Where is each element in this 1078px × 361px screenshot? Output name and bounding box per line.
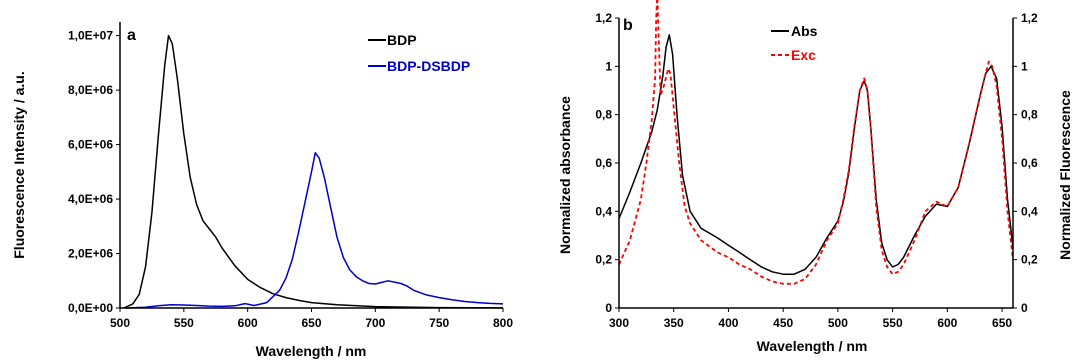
chart-b-x-tick-label: 350: [664, 316, 684, 330]
chart-a-legend-label-bdp-dsbdp: BDP-DSBDP: [387, 58, 470, 74]
chart-b-y2-ticks: 0 0,2 0,4 0,6 0,8 1 1,2: [1013, 11, 1038, 315]
chart-a-x-tick-label: 800: [493, 316, 513, 330]
chart-b-x-tick-label: 500: [828, 316, 848, 330]
chart-a-x-tick-label: 700: [365, 316, 385, 330]
chart-b-y2-tick-label: 0: [1021, 301, 1028, 315]
chart-a-y-tick-label: 4,0E+06: [68, 192, 113, 206]
chart-b-y-tick-label: 0,8: [595, 108, 612, 122]
chart-b-x-label: Wavelength / nm: [757, 338, 868, 354]
chart-b-legend-label-exc: Exc: [791, 47, 816, 63]
chart-b-y-tick-label: 0,2: [595, 253, 612, 267]
chart-b-y2-tick-label: 1: [1021, 59, 1028, 73]
chart-a-x-tick-label: 600: [238, 316, 258, 330]
chart-a-x-tick-label: 750: [429, 316, 449, 330]
chart-a-x-label: Wavelength / nm: [256, 343, 367, 359]
chart-b-y-tick-label: 0,6: [595, 156, 612, 170]
chart-b-y-tick-label: 1: [605, 59, 612, 73]
chart-b: 300 350 400 450 500 550 600 650 0 0,2 0,4 0,6 0,8 1 1…: [557, 0, 1073, 354]
chart-a-y-tick-label: 0,0E+00: [68, 301, 113, 315]
chart-a-y-tick-label: 8,0E+06: [68, 83, 113, 97]
chart-b-y-tick-label: 0,4: [595, 204, 612, 218]
chart-b-y2-tick-label: 0,8: [1021, 108, 1038, 122]
chart-a-panel-label: a: [127, 27, 136, 44]
chart-a-legend-label-bdp: BDP: [387, 32, 417, 48]
chart-a-series-bdp-dsbdp: [126, 151, 504, 309]
chart-b-x-tick-label: 400: [718, 316, 738, 330]
chart-b-legend: Abs Exc: [771, 23, 818, 63]
chart-b-x-tick-label: 450: [773, 316, 793, 330]
chart-a-series-bdp: [123, 34, 504, 309]
chart-b-y-tick-label: 0: [605, 301, 612, 315]
chart-b-y2-tick-label: 1,2: [1021, 11, 1038, 25]
chart-b-y2-tick-label: 0,4: [1021, 204, 1038, 218]
chart-a-x-tick-label: 500: [110, 316, 130, 330]
chart-b-legend-label-abs: Abs: [791, 23, 818, 39]
chart-a-y-tick-label: 2,0E+06: [68, 247, 113, 261]
chart-b-plot: [618, 0, 1014, 285]
chart-a: 500 550 600 650 700 750 800 0,0E+00 2,0E+06 4,0E…: [11, 22, 513, 359]
chart-b-y-tick-label: 1,2: [595, 11, 612, 25]
chart-a-plot: [123, 34, 504, 309]
chart-a-y-tick-label: 6,0E+06: [68, 138, 113, 152]
chart-a-y-tick-label: 1,0E+07: [68, 29, 113, 43]
chart-a-legend: BDP BDP-DSBDP: [368, 32, 470, 74]
chart-a-x-tick-label: 550: [174, 316, 194, 330]
chart-b-x-tick-label: 650: [992, 316, 1012, 330]
chart-b-y2-tick-label: 0,6: [1021, 156, 1038, 170]
chart-a-x-tick-label: 650: [301, 316, 321, 330]
chart-b-x-tick-label: 600: [937, 316, 957, 330]
chart-a-y-ticks: 0,0E+00 2,0E+06 4,0E+06 6,0E+06 8,0E+06 1,0E+…: [68, 29, 120, 315]
chart-b-y-label: Normalized absorbance: [557, 96, 573, 254]
chart-a-x-ticks: 500 550 600 650 700 750 800: [110, 308, 513, 330]
chart-b-x-tick-label: 300: [609, 316, 629, 330]
chart-b-y-ticks: 0 0,2 0,4 0,6 0,8 1 1,2: [595, 11, 619, 315]
chart-a-y-label: Fluorescence Intensity / a.u.: [11, 71, 27, 259]
chart-b-panel-label: b: [623, 17, 633, 34]
chart-b-x-ticks: 300 350 400 450 500 550 600 650: [609, 308, 1012, 330]
chart-b-y2-label: Normalized Fluorescence: [1057, 90, 1073, 260]
chart-b-series-exc: [618, 0, 1014, 285]
chart-b-y2-tick-label: 0,2: [1021, 253, 1038, 267]
chart-b-x-tick-label: 550: [883, 316, 903, 330]
